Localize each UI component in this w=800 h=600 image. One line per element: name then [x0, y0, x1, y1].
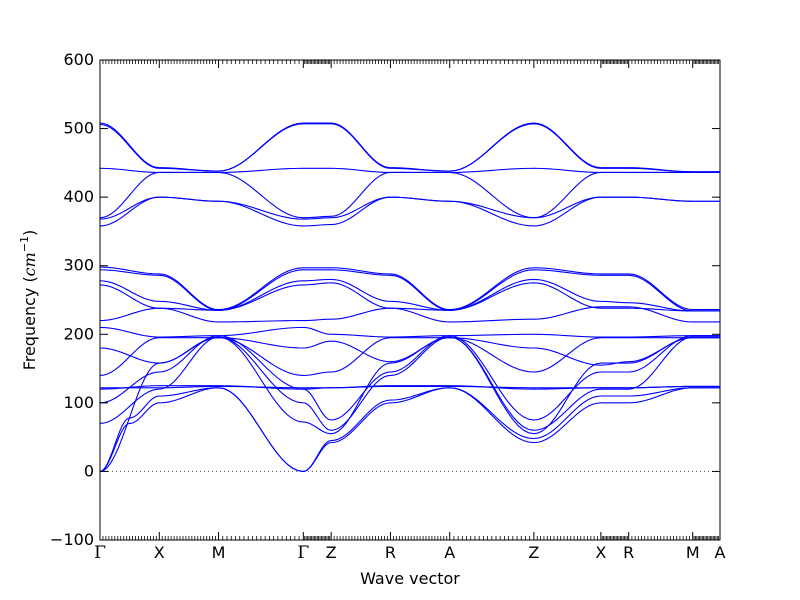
y-axis-title-unit: cm: [20, 252, 39, 276]
phonon-branch-line: [100, 278, 720, 312]
y-tick-label: 200: [63, 324, 94, 343]
y-tick-label: 500: [63, 119, 94, 138]
x-axis-title: Wave vector: [360, 569, 460, 588]
y-tick-label: 100: [63, 393, 94, 412]
phonon-branch-line: [100, 196, 720, 220]
y-tick-label: −100: [50, 530, 94, 549]
y-axis: −100 0 100 200 300 400 500 600: [50, 50, 720, 549]
phonon-branch-line: [100, 337, 720, 376]
phonon-branch-line: [100, 122, 720, 173]
phonon-branch-line: [100, 326, 720, 338]
y-axis-title: Frequency (cm−1): [18, 230, 39, 371]
phonon-branch-line: [100, 385, 720, 389]
y-axis-title-close: ): [20, 230, 39, 236]
minor-tick-layer: [102, 60, 720, 540]
x-tick-label: M: [212, 543, 226, 562]
y-axis-title-exponent: −1: [18, 236, 31, 252]
x-tick-label: Z: [326, 543, 337, 562]
phonon-branch-line: [100, 167, 720, 174]
series-layer: [100, 122, 720, 472]
y-axis-title-text: Frequency (: [20, 276, 39, 370]
x-tick-label: R: [623, 543, 634, 562]
phonon-branch-line: [100, 266, 720, 311]
phonon-branch-line: [100, 269, 720, 312]
x-tick-label: X: [154, 543, 165, 562]
phonon-branch-line: [100, 387, 720, 472]
y-tick-label: 400: [63, 187, 94, 206]
y-tick-label: 300: [63, 256, 94, 275]
x-tick-label: X: [595, 543, 606, 562]
x-tick-label: Γ: [297, 543, 309, 563]
phonon-branch-line: [100, 337, 720, 366]
x-tick-label: M: [686, 543, 700, 562]
x-tick-label: Z: [528, 543, 539, 562]
phonon-branch-line: [100, 387, 720, 472]
plot-frame: [99, 59, 721, 541]
y-tick-label: 0: [84, 461, 94, 480]
x-tick-label: Γ: [94, 543, 106, 563]
x-tick-label: A: [444, 543, 455, 562]
y-tick-label: 600: [63, 50, 94, 69]
phonon-branch-line: [100, 336, 720, 431]
x-tick-label: A: [715, 543, 726, 562]
x-tick-label: R: [385, 543, 396, 562]
